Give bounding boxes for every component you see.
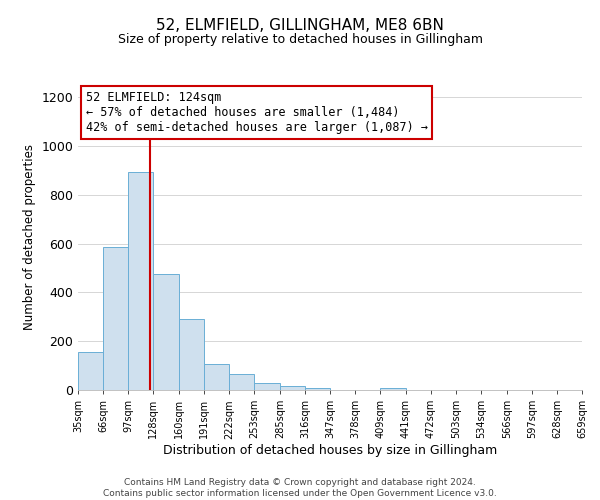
Bar: [103, 248, 128, 390]
Text: Contains HM Land Registry data © Crown copyright and database right 2024.
Contai: Contains HM Land Registry data © Crown c…: [103, 478, 497, 498]
X-axis label: Distribution of detached houses by size in Gillingham: Distribution of detached houses by size …: [163, 444, 497, 457]
Bar: [380, 388, 406, 390]
Bar: [204, 364, 229, 390]
Bar: [78, 352, 103, 390]
Text: Size of property relative to detached houses in Gillingham: Size of property relative to detached ho…: [118, 32, 482, 46]
Bar: [229, 374, 254, 390]
Bar: [153, 274, 179, 390]
Y-axis label: Number of detached properties: Number of detached properties: [23, 144, 36, 330]
Bar: [128, 172, 153, 390]
Bar: [179, 319, 204, 390]
Bar: [305, 388, 330, 390]
Text: 52 ELMFIELD: 124sqm
← 57% of detached houses are smaller (1,484)
42% of semi-det: 52 ELMFIELD: 124sqm ← 57% of detached ho…: [86, 91, 428, 134]
Text: 52, ELMFIELD, GILLINGHAM, ME8 6BN: 52, ELMFIELD, GILLINGHAM, ME8 6BN: [156, 18, 444, 32]
Bar: [254, 383, 280, 390]
Bar: [280, 386, 305, 390]
